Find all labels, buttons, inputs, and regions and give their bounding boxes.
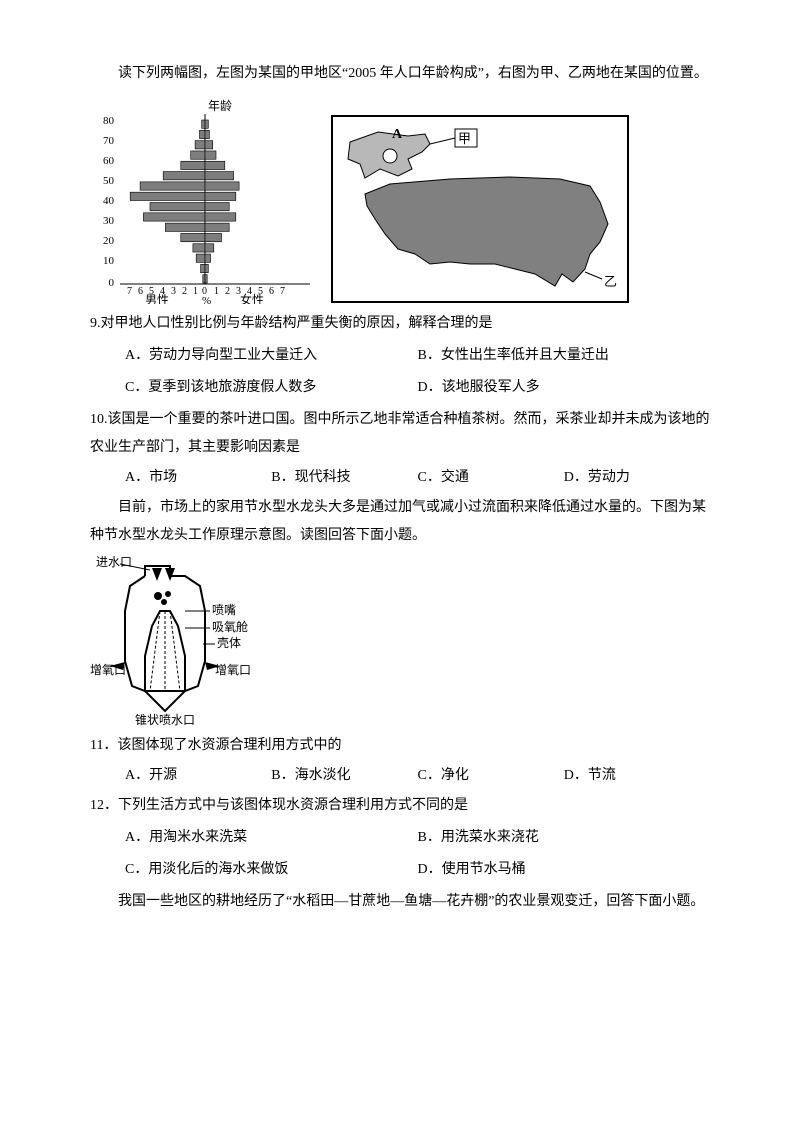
figure-row-1: 年龄 80 70 60 50 40 30 20 10 0 7 [90,94,710,304]
figure-faucet: 进水口 喷嘴 吸氧舱 壳体 增氧口 增氧口 锥状喷水口 [90,556,280,726]
map-label-a: A [392,127,403,142]
svg-text:1: 1 [193,286,198,297]
svg-text:60: 60 [103,155,115,167]
svg-text:2: 2 [182,286,187,297]
svg-text:10: 10 [103,255,115,267]
svg-text:3: 3 [171,286,176,297]
map-point-a [383,149,397,163]
q12-opt-b: B．用洗菜水来浇花 [418,822,711,854]
faucet-label-oxygen: 吸氧舱 [212,620,248,634]
faucet-label-aer-r: 增氧口 [215,663,251,677]
pyramid-female-label: 女性 [240,292,264,304]
svg-text:30: 30 [103,215,115,227]
map-label-jia: 甲 [458,131,471,146]
intro-3: 我国一些地区的耕地经历了“水稻田—甘蔗地—鱼塘—花卉棚”的农业景观变迁，回答下面… [90,888,710,916]
q9-opt-d: D．该地服役军人多 [418,372,711,404]
q10-opt-d: D．劳动力 [564,464,710,492]
q11-opt-b: B．海水淡化 [271,762,417,790]
q11-options: A．开源 B．海水淡化 C．净化 D．节流 [90,762,710,790]
q9-stem: 9.对甲地人口性别比例与年龄结构严重失衡的原因，解释合理的是 [90,310,710,338]
q10-opt-b: B．现代科技 [271,464,417,492]
svg-text:70: 70 [103,135,115,147]
q9-options: A．劳动力导向型工业大量迁入 B．女性出生率低并且大量迁出 C．夏季到该地旅游度… [90,340,710,404]
pyramid-y-ticks: 80 70 60 50 40 30 20 10 0 [103,115,115,289]
q9-opt-a: A．劳动力导向型工业大量迁入 [125,340,418,372]
q10-stem: 10.该国是一个重要的茶叶进口国。图中所示乙地非常适合种植茶树。然而，采茶业却并… [90,406,710,462]
q10-opt-c: C．交通 [418,464,564,492]
q11-stem: 11．该图体现了水资源合理利用方式中的 [90,732,710,760]
faucet-label-inlet: 进水口 [96,556,132,569]
svg-text:1: 1 [214,286,219,297]
intro-2: 目前，市场上的家用节水型水龙头大多是通过加气或减小过流面积来降低通过水量的。下图… [90,494,710,550]
faucet-label-cone: 锥状喷水口 [135,713,195,726]
pyramid-title: 年龄 [208,99,232,113]
q11-opt-d: D．节流 [564,762,710,790]
svg-text:50: 50 [103,175,115,187]
svg-text:40: 40 [103,195,115,207]
q10-opt-a: A．市场 [125,464,271,492]
q9-opt-b: B．女性出生率低并且大量迁出 [418,340,711,372]
faucet-label-nozzle: 喷嘴 [212,603,236,617]
svg-text:7: 7 [127,286,132,297]
faucet-label-shell: 壳体 [217,636,241,650]
svg-text:80: 80 [103,115,115,127]
q12-opt-a: A．用淘米水来洗菜 [125,822,418,854]
map-label-yi: 乙 [604,274,617,289]
pyramid-male-label: 男性 [145,293,169,304]
svg-text:7: 7 [280,286,285,297]
q11-opt-c: C．净化 [418,762,564,790]
q10-options: A．市场 B．现代科技 C．交通 D．劳动力 [90,464,710,492]
svg-text:0: 0 [109,277,115,289]
q9-opt-c: C．夏季到该地旅游度假人数多 [125,372,418,404]
svg-text:20: 20 [103,235,115,247]
svg-text:6: 6 [138,286,143,297]
q12-stem: 12．下列生活方式中与该图体现水资源合理利用方式不同的是 [90,792,710,820]
faucet-label-aer-l: 增氧口 [90,663,126,677]
svg-text:6: 6 [269,286,274,297]
intro-1: 读下列两幅图，左图为某国的甲地区“2005 年人口年龄构成”，右图为甲、乙两地在… [90,60,710,88]
faucet-cone [145,691,185,711]
figure-pyramid: 年龄 80 70 60 50 40 30 20 10 0 7 [90,94,320,304]
q12-opt-d: D．使用节水马桶 [418,854,711,886]
figure-map: A 甲 乙 [330,114,630,304]
q11-opt-a: A．开源 [125,762,271,790]
pyramid-bars [130,120,239,283]
svg-text:2: 2 [225,286,230,297]
q12-opt-c: C．用淡化后的海水来做饭 [125,854,418,886]
q12-options: A．用淘米水来洗菜 B．用洗菜水来浇花 C．用淡化后的海水来做饭 D．使用节水马… [90,822,710,886]
pyramid-pct-label: % [202,295,211,304]
